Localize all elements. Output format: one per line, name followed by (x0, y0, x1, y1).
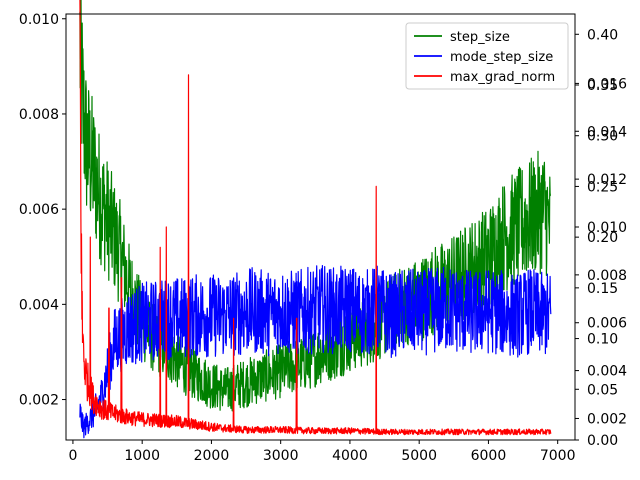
series-line-max-grad-norm (79, 0, 552, 436)
right-inner-tick-label: 0.012 (587, 172, 627, 188)
x-tick-label: 6000 (471, 448, 507, 464)
right-inner-tick-label: 0.002 (587, 411, 627, 427)
left-tick-label: 0.006 (19, 202, 59, 218)
plot-series (79, 0, 552, 439)
right-inner-tick-label: 0.006 (587, 316, 627, 332)
series-line-mode-step-size (79, 265, 552, 439)
right-inner-tick-label: 0.010 (587, 220, 627, 236)
legend-label: mode_step_size (450, 50, 553, 65)
right-outer-tick-label: 0.10 (587, 332, 618, 348)
x-tick-label: 3000 (263, 448, 299, 464)
left-tick-label: 0.008 (19, 107, 59, 123)
legend-label: step_size (450, 30, 510, 45)
x-tick-label: 1000 (124, 448, 160, 464)
x-tick-label: 0 (68, 448, 77, 464)
right-outer-tick-label: 0.00 (587, 433, 618, 449)
x-tick-label: 7000 (540, 448, 576, 464)
left-tick-label: 0.002 (19, 393, 59, 409)
right-outer-tick-label: 0.35 (587, 78, 618, 94)
left-tick-label: 0.004 (19, 297, 59, 313)
right-outer-tick-label: 0.15 (587, 281, 618, 297)
right-outer-tick-label: 0.30 (587, 129, 618, 145)
x-tick-label: 5000 (401, 448, 437, 464)
right-inner-tick-label: 0.004 (587, 364, 627, 380)
right-inner-tick-label: 0.016 (587, 76, 627, 92)
right-outer-tick-label: 0.20 (587, 230, 618, 246)
right-inner-tick-label: 0.014 (587, 124, 627, 140)
right-outer-tick-label: 0.40 (587, 27, 618, 43)
x-axis-ticks: 0 1000 2000 3000 4000 5000 6000 7000 (68, 440, 576, 464)
legend: step_size mode_step_size max_grad_norm (405, 22, 569, 90)
legend-box (405, 22, 569, 90)
right-outer-tick-label: 0.25 (587, 179, 618, 195)
x-tick-label: 2000 (194, 448, 230, 464)
left-tick-label: 0.010 (19, 12, 59, 28)
x-tick-label: 4000 (332, 448, 368, 464)
right-outer-axis-ticks: 0.00 0.05 0.10 0.15 0.20 0.25 0.30 0.35 0.40 (575, 27, 618, 449)
right-inner-axis-ticks: 0.002 0.004 0.006 0.008 0.010 0.012 0.014 0.016 (575, 76, 627, 427)
right-outer-tick-label: 0.05 (587, 382, 618, 398)
right-inner-tick-label: 0.008 (587, 268, 627, 284)
legend-label: max_grad_norm (450, 70, 555, 85)
left-axis-ticks: 0.002 0.004 0.006 0.008 0.010 (19, 12, 66, 409)
